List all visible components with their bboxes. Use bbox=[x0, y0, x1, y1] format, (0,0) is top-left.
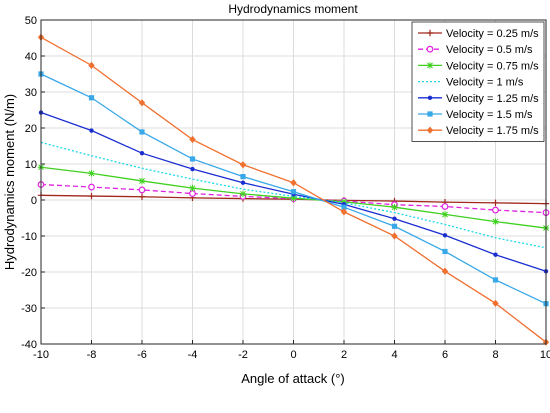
legend: Velocity = 0.25 m/s Velocity = 0.5 m/s Vel… bbox=[411, 21, 545, 142]
data-point bbox=[88, 183, 95, 191]
data-point bbox=[442, 248, 448, 255]
data-point bbox=[341, 204, 347, 210]
legend-item: Velocity = 0.75 m/s bbox=[418, 60, 539, 72]
legend-marker bbox=[427, 111, 433, 117]
data-point bbox=[88, 95, 95, 101]
data-point bbox=[138, 99, 146, 107]
y-tick-label: -40 bbox=[21, 339, 37, 351]
data-point bbox=[139, 151, 145, 156]
legend-item: Velocity = 0.25 m/s bbox=[418, 28, 539, 40]
legend-label: Velocity = 0.5 m/s bbox=[446, 44, 533, 56]
data-point bbox=[88, 192, 95, 200]
data-point bbox=[441, 267, 449, 275]
y-tick-label: -10 bbox=[21, 231, 37, 243]
y-tick-label: -30 bbox=[21, 303, 37, 315]
data-point bbox=[138, 186, 146, 194]
legend-label: Velocity = 1 m/s bbox=[446, 77, 524, 89]
x-tick-label: -10 bbox=[33, 349, 49, 361]
data-point bbox=[139, 129, 145, 135]
data-point bbox=[189, 156, 196, 162]
data-point bbox=[441, 211, 449, 218]
y-tick-label: 0 bbox=[31, 195, 37, 207]
x-axis-label: Angle of attack (°) bbox=[241, 371, 344, 386]
data-point bbox=[492, 206, 499, 214]
chart-title: Hydrodynamics moment bbox=[228, 2, 358, 16]
x-tick-label: -2 bbox=[238, 349, 248, 361]
data-point bbox=[138, 177, 146, 185]
series-3 bbox=[37, 164, 550, 232]
axis-ticks: -10 -8 -6 -4 -2 0 2 4 6 8 10-40-30-20-100102030405… bbox=[21, 15, 550, 361]
data-point bbox=[492, 218, 499, 225]
legend-marker bbox=[427, 95, 433, 101]
x-tick-label: -6 bbox=[137, 349, 147, 361]
x-tick-label: 2 bbox=[341, 349, 347, 361]
x-tick-label: 10 bbox=[540, 349, 550, 361]
y-tick-label: 40 bbox=[25, 51, 37, 63]
legend-item: Velocity = 1 m/s bbox=[418, 77, 524, 89]
legend-marker bbox=[426, 126, 434, 134]
data-point bbox=[189, 190, 196, 197]
data-point bbox=[190, 166, 195, 172]
y-axis-label: Hydrodynamics moment (N/m) bbox=[2, 94, 17, 270]
legend-marker bbox=[426, 62, 434, 69]
data-point bbox=[239, 161, 247, 169]
y-tick-label: -20 bbox=[21, 267, 37, 279]
data-point bbox=[138, 193, 146, 200]
series-6 bbox=[38, 71, 549, 307]
legend-item: Velocity = 1.5 m/s bbox=[418, 109, 533, 121]
legend-marker bbox=[426, 29, 434, 37]
series-layer bbox=[37, 33, 550, 346]
y-tick-label: 10 bbox=[25, 159, 37, 171]
y-tick-label: 30 bbox=[25, 87, 37, 99]
x-tick-label: -4 bbox=[188, 349, 198, 361]
y-tick-label: 50 bbox=[25, 15, 37, 27]
legend-label: Velocity = 1.25 m/s bbox=[446, 93, 539, 105]
data-point bbox=[442, 233, 448, 238]
data-point bbox=[391, 232, 398, 240]
data-point bbox=[392, 216, 397, 221]
data-point bbox=[340, 208, 348, 216]
series-7 bbox=[37, 33, 550, 346]
legend-item: Velocity = 1.25 m/s bbox=[418, 93, 539, 105]
x-tick-label: 8 bbox=[492, 349, 498, 361]
legend-item: Velocity = 0.5 m/s bbox=[418, 44, 533, 56]
legend-label: Velocity = 1.5 m/s bbox=[446, 109, 533, 121]
data-point bbox=[441, 203, 449, 210]
x-tick-label: 4 bbox=[391, 349, 397, 361]
data-point bbox=[240, 180, 246, 185]
data-point bbox=[189, 135, 196, 144]
data-point bbox=[340, 198, 348, 205]
legend-marker bbox=[426, 45, 434, 53]
data-point bbox=[391, 204, 398, 211]
data-point bbox=[88, 170, 95, 177]
x-tick-label: 0 bbox=[290, 349, 296, 361]
legend-label: Velocity = 0.75 m/s bbox=[446, 60, 539, 72]
x-tick-label: 6 bbox=[442, 349, 448, 361]
data-point bbox=[492, 199, 499, 207]
data-point bbox=[492, 299, 499, 307]
legend-label: Velocity = 0.25 m/s bbox=[446, 28, 539, 40]
data-point bbox=[493, 252, 498, 257]
x-tick-label: -8 bbox=[87, 349, 97, 361]
data-point bbox=[239, 190, 247, 198]
y-tick-label: 20 bbox=[25, 123, 37, 135]
data-point bbox=[290, 195, 297, 202]
data-point bbox=[88, 61, 95, 69]
data-point bbox=[290, 179, 297, 187]
legend-item: Velocity = 1.75 m/s bbox=[418, 125, 539, 137]
data-point bbox=[391, 223, 398, 229]
data-point bbox=[492, 277, 499, 283]
data-point bbox=[89, 128, 94, 133]
legend-label: Velocity = 1.75 m/s bbox=[446, 125, 539, 137]
data-point bbox=[189, 184, 196, 192]
data-point bbox=[240, 174, 246, 180]
data-point bbox=[290, 189, 297, 195]
